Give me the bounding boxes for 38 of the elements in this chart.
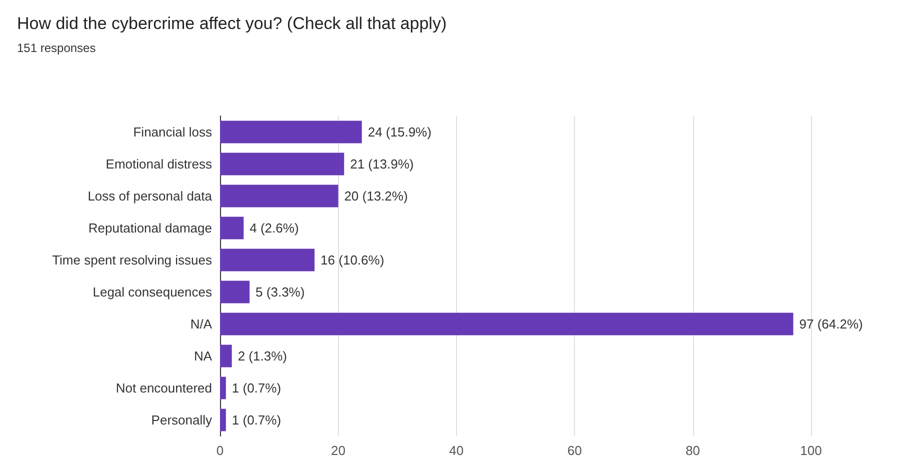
y-tick-label: Time spent resolving issues — [52, 252, 212, 268]
chart-title: How did the cybercrime affect you? (Check all that apply) — [17, 14, 447, 33]
y-tick-label: Loss of personal data — [88, 188, 213, 204]
data-label: 97 (64.2%) — [799, 316, 863, 332]
data-label: 21 (13.9%) — [350, 156, 414, 172]
y-tick-label: Personally — [151, 412, 212, 428]
text: 151 responses — [17, 41, 96, 55]
x-tick-label: 60 — [567, 443, 582, 458]
x-tick-label: 20 — [330, 443, 346, 458]
y-tick-label: Not encountered — [116, 380, 212, 396]
data-label: 20 (13.2%) — [344, 188, 408, 204]
data-label: 2 (1.3%) — [238, 348, 287, 364]
data-label: 24 (15.9%) — [368, 124, 432, 140]
x-tick-label: 80 — [686, 443, 700, 458]
bar — [220, 152, 344, 176]
y-tick-label: N/A — [190, 316, 212, 332]
y-tick-label: Legal consequences — [92, 284, 212, 300]
data-label: 4 (2.6%) — [250, 220, 299, 236]
bar — [220, 120, 362, 144]
data-label: 1 (0.7%) — [232, 412, 282, 428]
x-tick-label: 100 — [800, 443, 822, 458]
bar — [220, 248, 315, 272]
data-label: 16 (10.6%) — [320, 252, 384, 268]
bar — [220, 280, 250, 304]
y-tick-label: Emotional distress — [106, 156, 212, 172]
data-label: 1 (0.7%) — [232, 380, 282, 396]
x-tick-label: 0 — [216, 443, 224, 458]
y-tick-label: NA — [194, 348, 212, 364]
y-tick-label: Reputational damage — [88, 220, 212, 236]
y-tick-label: Financial loss — [133, 124, 212, 140]
bar — [220, 216, 244, 240]
data-label: 5 (3.3%) — [256, 284, 305, 300]
bar — [220, 408, 226, 432]
bar — [220, 344, 232, 368]
bar — [220, 376, 226, 400]
bar — [220, 312, 794, 336]
bar — [220, 184, 338, 208]
x-tick-label: 40 — [449, 443, 464, 458]
